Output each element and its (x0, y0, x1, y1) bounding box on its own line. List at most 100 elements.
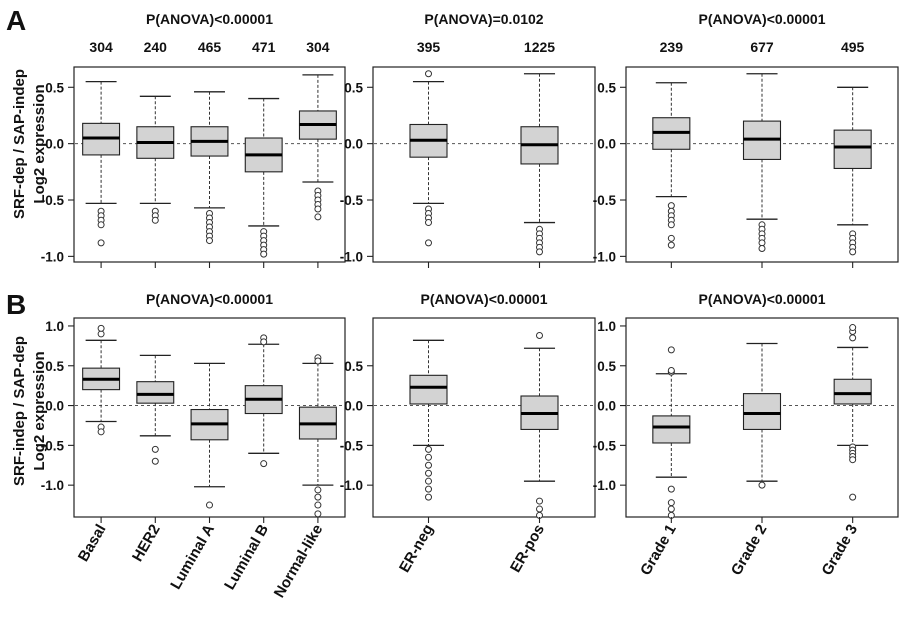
panel-4-outlier (425, 461, 432, 469)
panel-1-outlier (425, 239, 432, 247)
panel-4-y-tick-label: -1.0 (340, 478, 363, 493)
panel-4-outlier (536, 332, 543, 340)
panel-5-y-tick-label: 0.0 (597, 399, 616, 414)
panel-letter-b: B (6, 289, 26, 320)
panel-4-y-tick-label: -0.5 (340, 438, 364, 453)
panel-5-outlier (758, 481, 766, 489)
panel-1-outlier (536, 248, 543, 256)
panel-1-y-tick-label: 0.5 (344, 80, 363, 95)
y-axis-label-row-b-line-1: SRF-indep / SAP-dep (11, 336, 28, 486)
panel-3-outlier (151, 457, 159, 465)
panel-3-category-label: Luminal A (167, 521, 218, 592)
panel-1-count: 395 (417, 39, 441, 55)
panel-5-box (833, 378, 872, 405)
panel-2-y-tick-label: 0.0 (597, 137, 616, 152)
panel-4-category-label: ER-pos (507, 522, 548, 576)
panel-2-count: 239 (660, 39, 684, 55)
panel-0-y-tick-label: -1.0 (41, 249, 64, 264)
panel-0-count: 304 (306, 39, 330, 55)
panel-3-category-label: Luminal B (221, 521, 272, 592)
panel-0-outlier (97, 221, 105, 229)
panel-3-outlier (314, 510, 322, 518)
panel-1-outlier (425, 219, 432, 227)
panel-5-category-label: Grade 2 (728, 522, 771, 579)
panel-5-outlier (667, 346, 675, 354)
y-axis-label-row-b-line-2: Log2 expression (31, 351, 48, 470)
panel-3-outlier (314, 501, 322, 509)
panel-5-outlier (849, 456, 857, 464)
panel-2-outlier (667, 234, 675, 242)
panel-5-outlier (667, 499, 675, 507)
panel-0-title: P(ANOVA)<0.00001 (146, 11, 273, 27)
panel-2-outlier (667, 241, 675, 249)
panel-5-outlier (849, 334, 857, 342)
panel-2-count: 677 (750, 39, 774, 55)
panel-2-box (833, 129, 872, 169)
panel-2-outlier (667, 221, 675, 229)
panel-3-y-tick-label: 1.0 (45, 319, 64, 334)
panel-4-frame (372, 317, 596, 518)
panel-4-y-tick-label: 0.5 (344, 359, 363, 374)
panel-2-y-tick-label: -0.5 (593, 193, 617, 208)
panel-3-outlier (260, 338, 268, 346)
panel-3-outlier (206, 501, 213, 509)
panel-4-outlier (425, 445, 432, 453)
panel-5-category-label: Grade 1 (637, 522, 680, 579)
panel-5-outlier (667, 505, 675, 513)
y-axis-label-row-a-line-2: Log2 expression (31, 84, 48, 203)
panel-4-outlier (536, 497, 543, 505)
panel-0-y-tick-label: 0.0 (45, 137, 64, 152)
panel-0-outlier (151, 216, 159, 224)
panel-3-outlier (97, 324, 105, 332)
panel-2-outlier (849, 248, 857, 256)
panel-0-y-tick-label: -0.5 (41, 193, 65, 208)
panel-2-y-tick-label: 0.5 (597, 80, 616, 95)
panel-5-category-label: Grade 3 (818, 522, 861, 579)
panel-3-title: P(ANOVA)<0.00001 (146, 291, 273, 307)
panel-0-outlier (314, 213, 322, 221)
panel-0-y-tick-label: 0.5 (45, 80, 64, 95)
panel-3-outlier (314, 357, 322, 365)
panel-5-outlier (667, 485, 675, 493)
panel-4-outlier (425, 477, 432, 485)
panel-2-outlier (758, 239, 766, 247)
panel-3-outlier (314, 493, 322, 501)
panel-2-title: P(ANOVA)<0.00001 (699, 11, 826, 27)
y-axis-label-row-a-line-1: SRF-dep / SAP-indep (11, 69, 28, 219)
panel-5-outlier (849, 493, 857, 501)
panel-0-outlier (314, 205, 322, 213)
panel-1-y-tick-label: -1.0 (340, 249, 363, 264)
panel-3-outlier (260, 460, 268, 468)
panel-5-y-tick-label: 1.0 (597, 319, 616, 334)
panel-4-category-label: ER-neg (396, 522, 437, 576)
panel-3-y-tick-label: -1.0 (41, 478, 64, 493)
panel-2-outlier (667, 202, 675, 210)
panel-1-y-tick-label: -0.5 (340, 193, 364, 208)
panel-3-category-label: Basal (75, 522, 110, 565)
panel-0-outlier (260, 250, 268, 258)
panel-5-y-tick-label: 0.5 (597, 359, 616, 374)
panel-0-outlier (206, 237, 213, 245)
panel-5-outlier (849, 324, 857, 332)
panel-1-count: 1225 (524, 39, 555, 55)
panel-letter-a: A (6, 5, 26, 36)
panel-4-outlier (425, 493, 432, 501)
panel-4-box (409, 374, 448, 405)
panel-4-outlier (425, 453, 432, 461)
panel-4-outlier (425, 469, 432, 477)
panel-1-frame (372, 66, 596, 263)
panel-0-count: 240 (144, 39, 168, 55)
panel-5-box (742, 393, 782, 430)
panel-3-box (136, 381, 175, 404)
panel-3-y-tick-label: -0.5 (41, 438, 65, 453)
panel-0-count: 471 (252, 39, 276, 55)
panel-4-outlier (536, 505, 543, 513)
panel-3-y-tick-label: 0.5 (45, 359, 64, 374)
panel-4-title: P(ANOVA)<0.00001 (421, 291, 548, 307)
panel-3-y-tick-label: 0.0 (45, 399, 64, 414)
panel-4-y-tick-label: 0.0 (344, 399, 363, 414)
panel-3-category-label: HER2 (129, 522, 164, 565)
panel-5-outlier (667, 367, 675, 375)
panel-1-y-tick-label: 0.0 (344, 137, 363, 152)
